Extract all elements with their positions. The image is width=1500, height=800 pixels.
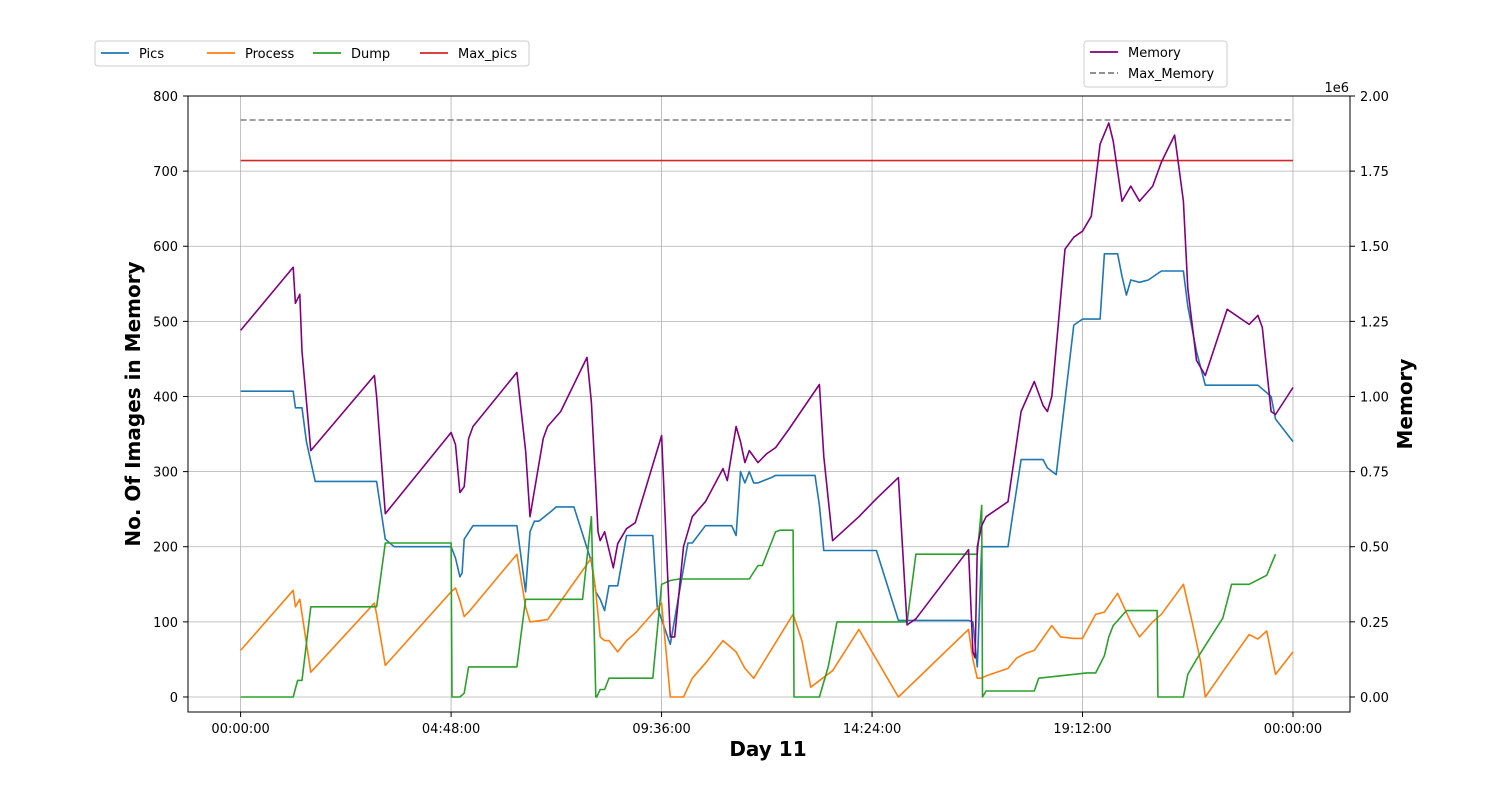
x-tick-label-1: 04:48:00	[422, 722, 480, 737]
x-tick-label-2: 09:36:00	[632, 722, 690, 737]
y-right-axis-title: Memory	[1393, 359, 1417, 450]
y-left-tick-label-8: 800	[153, 90, 178, 105]
series-line-pics	[240, 253, 1294, 668]
legend-right: Memory Max_Memory	[1083, 40, 1228, 88]
y-right-tick-label-2: 0.50	[1360, 541, 1389, 556]
x-tick-label-5: 00:00:00	[1264, 722, 1322, 737]
y-right-tick-label-7: 1.75	[1360, 165, 1389, 180]
y-right-tick-label-0: 0.00	[1360, 691, 1389, 706]
y-left-tick-label-3: 300	[153, 466, 178, 481]
y-left-tick-label-4: 400	[153, 390, 178, 405]
legend-left: Pics Process Dump Max_pics	[94, 40, 530, 67]
x-axis-title: Day 11	[729, 737, 806, 761]
y-right-tick-label-5: 1.25	[1360, 315, 1389, 330]
y-right-tick-label-3: 0.75	[1360, 466, 1389, 481]
y-left-tick-label-0: 0	[170, 691, 178, 706]
legend-left-box	[94, 40, 530, 67]
legend-right-box	[1083, 40, 1228, 88]
y-right-tick-label-6: 1.50	[1360, 240, 1389, 255]
series-lines	[239, 119, 1294, 698]
y-left-tick-label-5: 500	[153, 315, 178, 330]
y-left-tick-label-6: 600	[153, 240, 178, 255]
series-line-memory	[239, 122, 1294, 659]
plot-frame	[187, 95, 1351, 713]
grid	[188, 95, 1350, 712]
y-left-tick-label-1: 100	[153, 616, 178, 631]
legend-label-max_memory: Max_Memory	[1128, 67, 1215, 82]
legend-label-process: Process	[245, 47, 295, 62]
x-tick-label-3: 14:24:00	[843, 722, 901, 737]
legend-label-dump: Dump	[351, 47, 390, 62]
y-right-axis-ticks: 0.00 0.25 0.50 0.75 1.00 1.25 1.50 1.75 2.00	[1350, 90, 1389, 706]
legend-label-pics: Pics	[139, 47, 164, 62]
y-left-tick-label-7: 700	[153, 165, 178, 180]
y-left-axis-ticks: 0 100 200 300 400 500 600 700 800	[153, 90, 188, 706]
x-tick-label-0: 00:00:00	[211, 722, 269, 737]
x-axis-ticks: 00:00:00 04:48:00 09:36:00 14:24:00 19:12:00…	[211, 712, 1322, 737]
y-left-tick-label-2: 200	[153, 541, 178, 556]
legend-label-memory: Memory	[1128, 46, 1181, 61]
x-tick-label-4: 19:12:00	[1053, 722, 1111, 737]
y-right-tick-label-8: 2.00	[1360, 90, 1389, 105]
right-axis-offset-label: 1e6	[1324, 81, 1349, 96]
y-right-tick-label-1: 0.25	[1360, 616, 1389, 631]
series-line-process	[239, 553, 1294, 698]
series-line-dump	[240, 504, 1277, 698]
legend-label-max_pics: Max_pics	[458, 47, 517, 62]
y-left-axis-title: No. Of Images in Memory	[121, 261, 145, 546]
y-right-tick-label-4: 1.00	[1360, 390, 1389, 405]
